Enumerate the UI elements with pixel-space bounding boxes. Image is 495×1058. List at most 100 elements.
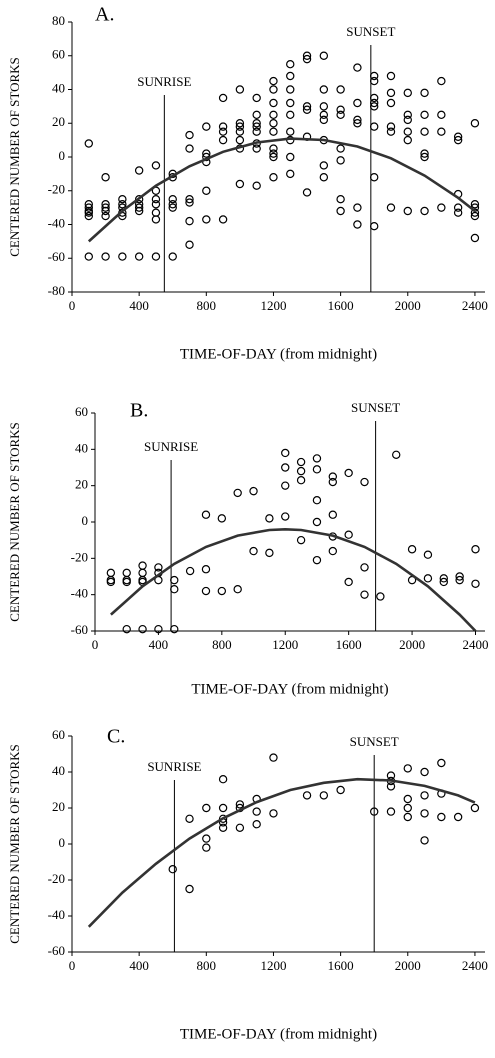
data-point [202,122,211,131]
data-point [235,85,245,94]
data-point [420,836,429,845]
data-point [185,566,195,576]
x-tick-label: 0 [69,298,76,313]
panel-title: B. [130,400,148,422]
data-point [218,803,228,813]
y-tick-label: 20 [75,477,88,492]
data-point [296,457,306,467]
data-point [185,144,194,153]
data-point [217,514,227,523]
x-tick-label: 800 [197,298,217,313]
data-point [84,203,93,212]
y-tick-label: 0 [59,148,66,163]
data-point [302,51,312,60]
data-point [369,807,379,816]
data-point [286,59,295,69]
data-point [312,555,322,565]
data-point [249,546,258,556]
x-tick-label: 1600 [328,298,354,313]
data-point [302,791,312,800]
data-point [235,179,245,189]
data-point [437,812,446,822]
annotation-label: SUNSET [346,24,395,39]
annotation-label: SUNRISE [137,74,191,89]
data-point [336,105,345,114]
x-tick-label: 1200 [260,958,286,973]
data-point [336,85,345,94]
data-point [235,127,245,136]
data-point [312,465,322,474]
data-point [138,568,147,578]
y-tick-label: -60 [48,249,65,264]
y-tick-label: -60 [71,622,88,637]
x-tick-label: 2400 [462,298,488,313]
data-point [439,574,448,583]
y-tick-label: 80 [52,13,65,28]
y-tick-label: 60 [75,404,88,419]
data-point [101,252,110,261]
annotation-label: SUNRISE [147,759,201,774]
data-point [106,577,116,587]
data-point [134,206,144,216]
data-point [269,76,278,86]
data-point [101,211,110,221]
data-point [423,550,433,559]
data-point [218,814,228,824]
data-point [286,110,295,120]
data-point [420,88,429,98]
data-point [151,194,161,204]
data-point [453,132,463,141]
data-point [265,514,274,523]
data-point [353,220,362,229]
data-point [386,122,396,131]
data-point [185,884,194,894]
data-point [101,173,110,182]
data-point [386,782,396,791]
data-point [134,203,144,212]
data-point [453,812,463,822]
annotation-label: SUNRISE [144,439,198,454]
data-point [185,216,194,226]
data-point [269,753,278,762]
data-point [281,463,290,472]
data-point [217,586,227,596]
data-point [420,110,429,120]
y-tick-label: -80 [48,283,65,298]
data-point [202,803,211,813]
x-tick-label: 800 [212,637,232,652]
data-point [84,139,93,148]
x-tick-label: 2000 [399,637,425,652]
data-point [328,546,338,556]
data-point [84,211,93,221]
data-point [336,144,345,153]
data-point [269,149,278,158]
data-point [403,135,412,145]
data-point [312,454,322,463]
data-point [202,149,211,158]
annotation-label: SUNSET [351,400,400,415]
data-point [252,807,261,816]
data-point [252,144,261,153]
data-point [360,563,369,572]
data-point [235,800,245,809]
data-point [407,545,417,554]
data-point [420,206,429,216]
data-point [235,119,245,128]
data-point [312,517,322,527]
data-point [185,240,194,249]
data-point [118,200,127,209]
data-point [122,568,131,578]
data-point [202,215,211,224]
data-point [235,823,245,833]
data-point [302,105,312,114]
x-tick-label: 400 [129,298,149,313]
data-point [369,122,379,131]
data-point [281,512,290,521]
data-point [369,71,379,81]
data-point [369,221,379,231]
y-tick-label: -20 [48,871,65,886]
data-point [269,173,278,182]
data-point [252,181,261,190]
data-point [252,820,261,829]
